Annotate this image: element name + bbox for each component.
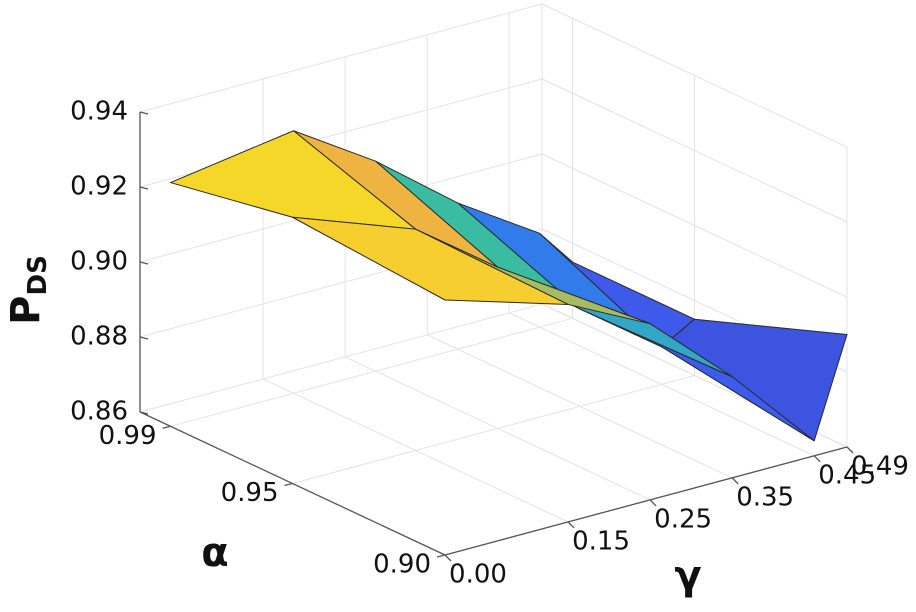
tick-mark	[139, 186, 149, 190]
tick-mark	[139, 336, 149, 340]
x-tick-label: 0.25	[654, 504, 712, 534]
z-axis-label-sub: DS	[23, 255, 53, 295]
z-tick-label: 0.90	[70, 247, 128, 277]
z-axis-label: PDS	[3, 255, 53, 325]
tick-mark	[284, 482, 293, 487]
tick-mark	[813, 455, 821, 463]
x-tick-label: 0.00	[449, 560, 507, 590]
grid-line	[139, 303, 543, 413]
grid-line	[170, 317, 573, 427]
tick-mark	[731, 477, 739, 485]
z-tick-label: 0.86	[70, 397, 128, 427]
z-axis-label-main: P	[3, 295, 49, 324]
grid-line	[139, 3, 543, 113]
x-axis-label: γ	[674, 553, 701, 599]
y-axis-label: α	[201, 530, 228, 576]
grid-line	[292, 375, 695, 484]
tick-mark	[139, 111, 149, 115]
surface-face	[661, 318, 848, 442]
x-tick-label: 0.49	[851, 452, 909, 482]
surface-face	[292, 216, 569, 305]
tick-mark	[139, 411, 149, 415]
y-tick-label: 0.90	[373, 550, 431, 580]
tick-mark	[162, 425, 171, 429]
y-tick-label: 0.99	[99, 421, 157, 451]
tick-mark	[649, 499, 657, 507]
x-tick-label: 0.15	[572, 526, 630, 556]
z-tick-label: 0.92	[70, 172, 128, 202]
x-tick-label: 0.35	[736, 482, 794, 512]
x-tick-label: 0.45	[818, 460, 876, 490]
tick-mark	[846, 446, 854, 454]
tick-mark	[436, 554, 446, 558]
tick-mark	[139, 261, 149, 265]
tick-mark	[444, 554, 452, 562]
y-tick-label: 0.95	[221, 478, 279, 508]
z-tick-label: 0.94	[70, 97, 128, 127]
z-tick-label: 0.88	[70, 322, 128, 352]
tick-mark	[567, 521, 575, 529]
x-axis	[444, 446, 848, 556]
